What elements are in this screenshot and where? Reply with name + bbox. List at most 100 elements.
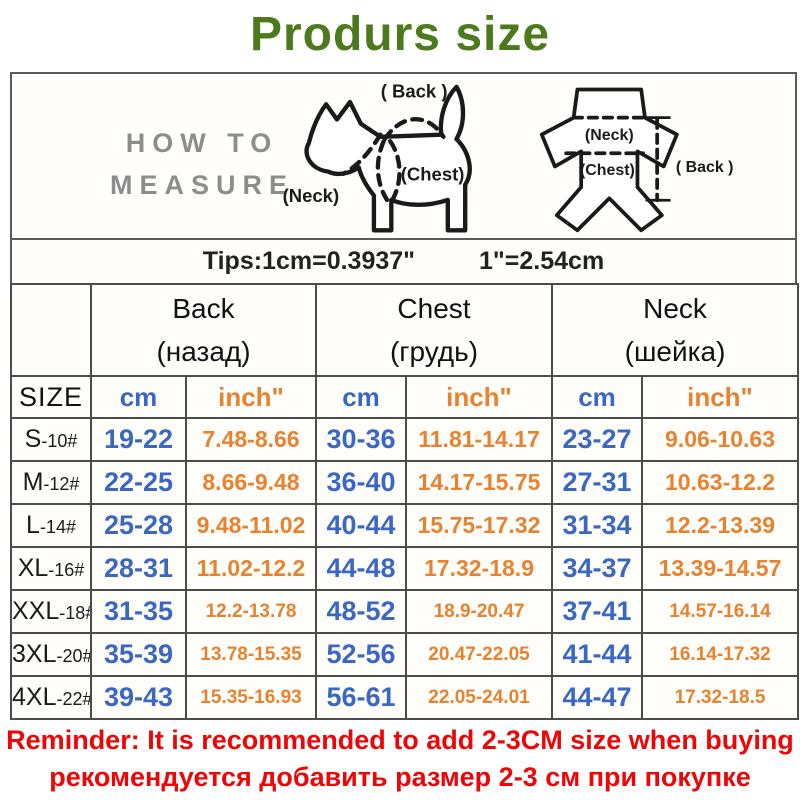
back-inch-value: 8.66-9.48 <box>185 460 317 505</box>
chest-inch-value: 11.81-14.17 <box>405 417 553 462</box>
group-header-chest: Chest (грудь) <box>315 283 553 377</box>
chest-inch-value: 15.75-17.32 <box>405 503 553 548</box>
back-cm-value: 39-43 <box>90 675 187 720</box>
size-sub: -18# <box>59 603 89 623</box>
size-sub: -12# <box>43 474 80 494</box>
table-row-xl: XL-16# 28-31 11.02-12.2 44-48 17.32-18.9… <box>10 546 800 591</box>
chest-inch-header: inch" <box>405 375 553 419</box>
dog-outline <box>304 84 472 233</box>
chest-cm-value: 48-52 <box>315 589 407 634</box>
back-cm-value: 28-31 <box>90 546 187 591</box>
table-row-s: S-10# 19-22 7.48-8.66 30-36 11.81-14.17 … <box>10 417 800 462</box>
group-back-ru: (назад) <box>156 336 251 367</box>
garment-outline <box>539 87 679 233</box>
chest-cm-header: cm <box>315 375 407 419</box>
garment-measure-diagram: (Neck) (Chest) ( Back ) <box>539 87 734 233</box>
back-cm-value: 19-22 <box>90 417 187 462</box>
table-unit-header-row: SIZE cm inch" cm inch" cm inch" <box>10 375 800 419</box>
neck-inch-header: inch" <box>640 375 800 419</box>
size-main: XL <box>17 554 49 582</box>
neck-cm-value: 31-34 <box>551 503 643 548</box>
back-cm-value: 35-39 <box>90 632 187 677</box>
chest-inch-value: 20.47-22.05 <box>405 632 553 677</box>
size-label: XXL-18# <box>10 589 92 634</box>
size-main: S <box>24 425 42 453</box>
tip-cm-to-inch: Tips:1cm=0.3937" <box>202 247 416 275</box>
neck-inch-value: 17.32-18.5 <box>640 675 800 720</box>
how-to-measure-heading: HOW TO MEASURE <box>110 122 294 206</box>
size-label: M-12# <box>10 460 92 505</box>
size-main: 3XL <box>12 640 57 668</box>
back-inch-value: 7.48-8.66 <box>185 417 317 462</box>
dog-chest-measure-line-rear <box>388 139 402 203</box>
dog-neck-label: (Neck) <box>283 185 339 206</box>
size-sub: -10# <box>41 431 78 451</box>
group-neck-ru: (шейка) <box>624 336 726 367</box>
back-inch-value: 11.02-12.2 <box>185 546 317 591</box>
garment-back-label: ( Back ) <box>676 159 734 176</box>
back-inch-header: inch" <box>185 375 317 419</box>
how-to-measure-panel: HOW TO MEASURE ( Back ) (Chest) (Neck) <box>10 72 797 240</box>
group-chest-ru: (грудь) <box>389 336 479 367</box>
table-row-l: L-14# 25-28 9.48-11.02 40-44 15.75-17.32… <box>10 503 800 548</box>
neck-cm-value: 23-27 <box>551 417 643 462</box>
neck-cm-value: 37-41 <box>551 589 643 634</box>
reminder-line-en: Reminder: It is recommended to add 2-3CM… <box>6 725 794 755</box>
chest-cm-value: 40-44 <box>315 503 407 548</box>
heading-line-2: MEASURE <box>110 170 295 200</box>
back-inch-value: 9.48-11.02 <box>185 503 317 548</box>
neck-inch-value: 10.63-12.2 <box>640 460 800 505</box>
chest-cm-value: 44-48 <box>315 546 407 591</box>
dog-chest-label: (Chest) <box>401 163 465 184</box>
back-cm-value: 25-28 <box>90 503 187 548</box>
size-main: M <box>22 468 44 496</box>
chest-cm-value: 52-56 <box>315 632 407 677</box>
page-title: Produrs size <box>249 8 551 61</box>
size-main: XXL <box>12 597 60 625</box>
neck-cm-value: 27-31 <box>551 460 643 505</box>
neck-inch-value: 13.39-14.57 <box>640 546 800 591</box>
size-label: 3XL-20# <box>10 632 92 677</box>
size-label: L-14# <box>10 503 92 548</box>
neck-cm-header: cm <box>551 375 643 419</box>
neck-inch-value: 12.2-13.39 <box>640 503 800 548</box>
size-sub: -16# <box>48 560 85 580</box>
size-main: 4XL <box>12 683 57 711</box>
garment-chest-label: (Chest) <box>580 162 635 179</box>
table-row-3xl: 3XL-20# 35-39 13.78-15.35 52-56 20.47-22… <box>10 632 800 677</box>
tip-inch-to-cm: 1"=2.54cm <box>479 247 605 275</box>
chest-cm-value: 56-61 <box>315 675 407 720</box>
neck-cm-value: 41-44 <box>551 632 643 677</box>
group-header-neck: Neck (шейка) <box>550 283 800 377</box>
chest-inch-value: 22.05-24.01 <box>405 675 553 720</box>
reminder-line-ru: рекомендуется добавить размер 2-3 см при… <box>49 762 751 792</box>
size-column-header: SIZE <box>10 375 92 419</box>
group-back-en: Back <box>172 292 235 324</box>
dog-neck-measure-line <box>341 132 383 176</box>
table-row-xxl: XXL-18# 31-35 12.2-13.78 48-52 18.9-20.4… <box>10 589 800 634</box>
group-header-back: Back (назад) <box>90 283 317 377</box>
neck-inch-value: 14.57-16.14 <box>640 589 800 634</box>
size-label: S-10# <box>10 417 92 462</box>
group-chest-en: Chest <box>397 292 471 324</box>
table-row-4xl: 4XL-22# 39-43 15.35-16.93 56-61 22.05-24… <box>10 675 800 720</box>
back-inch-value: 12.2-13.78 <box>185 589 317 634</box>
dog-measure-diagram: ( Back ) (Chest) (Neck) <box>283 81 472 233</box>
size-label: 4XL-22# <box>10 675 92 720</box>
chest-cm-value: 30-36 <box>315 417 407 462</box>
dog-back-measure-line <box>382 117 446 142</box>
size-sub: -22# <box>56 689 91 709</box>
chest-inch-value: 17.32-18.9 <box>405 546 553 591</box>
size-sub: -20# <box>56 646 91 666</box>
back-inch-value: 13.78-15.35 <box>185 632 317 677</box>
chest-inch-value: 14.17-15.75 <box>405 460 553 505</box>
neck-inch-value: 16.14-17.32 <box>640 632 800 677</box>
neck-cm-value: 44-47 <box>551 675 643 720</box>
dog-chest-measure-line-front <box>375 139 390 203</box>
dog-back-label: ( Back ) <box>381 81 448 102</box>
garment-neck-label: (Neck) <box>585 127 634 144</box>
group-neck-en: Neck <box>643 292 707 324</box>
size-main: L <box>26 511 40 539</box>
size-label: XL-16# <box>10 546 92 591</box>
group-header-empty <box>10 283 92 377</box>
